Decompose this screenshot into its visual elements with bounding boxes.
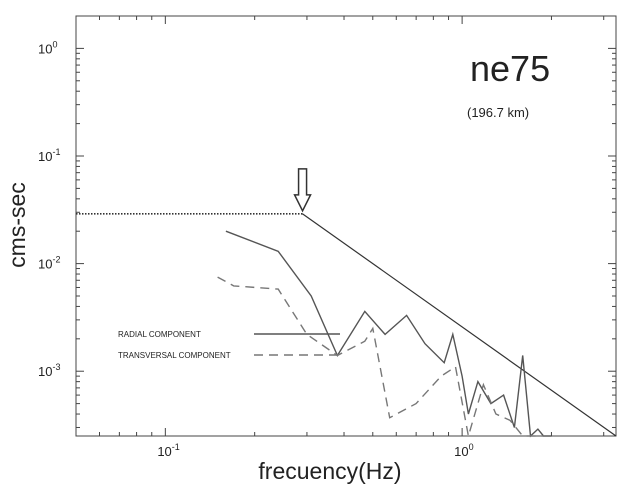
- series-line-radial: [225, 230, 552, 438]
- x-tick-label: 10-1: [157, 442, 179, 459]
- annotations-group: [293, 168, 312, 213]
- chart-subtitle: (196.7 km): [467, 105, 529, 120]
- y-tick-label: 100: [38, 39, 57, 56]
- ticks-group: 10-1 100 100 10-1 10-2 10-3: [38, 15, 616, 459]
- x-tick-label: 100: [454, 442, 473, 459]
- legend: RADIAL COMPONENT TRANSVERSAL COMPONENT: [118, 330, 340, 360]
- x-axis-title: frecuency(Hz): [258, 458, 401, 484]
- chart-title: ne75: [470, 48, 550, 89]
- y-tick-label: 10-1: [38, 147, 60, 164]
- series-group: [217, 230, 555, 438]
- y-axis-title: cms-sec: [4, 182, 30, 268]
- down-arrow-icon: [293, 168, 312, 213]
- reference-line-1: [302, 213, 617, 437]
- reference-lines-group: [76, 213, 617, 437]
- y-tick-label: 10-3: [38, 362, 60, 379]
- series-line-transversal: [217, 276, 555, 437]
- y-tick-label: 10-2: [38, 255, 60, 272]
- plot-frame: [75, 15, 617, 437]
- legend-label-transversal: TRANSVERSAL COMPONENT: [118, 351, 231, 360]
- legend-label-radial: RADIAL COMPONENT: [118, 330, 201, 339]
